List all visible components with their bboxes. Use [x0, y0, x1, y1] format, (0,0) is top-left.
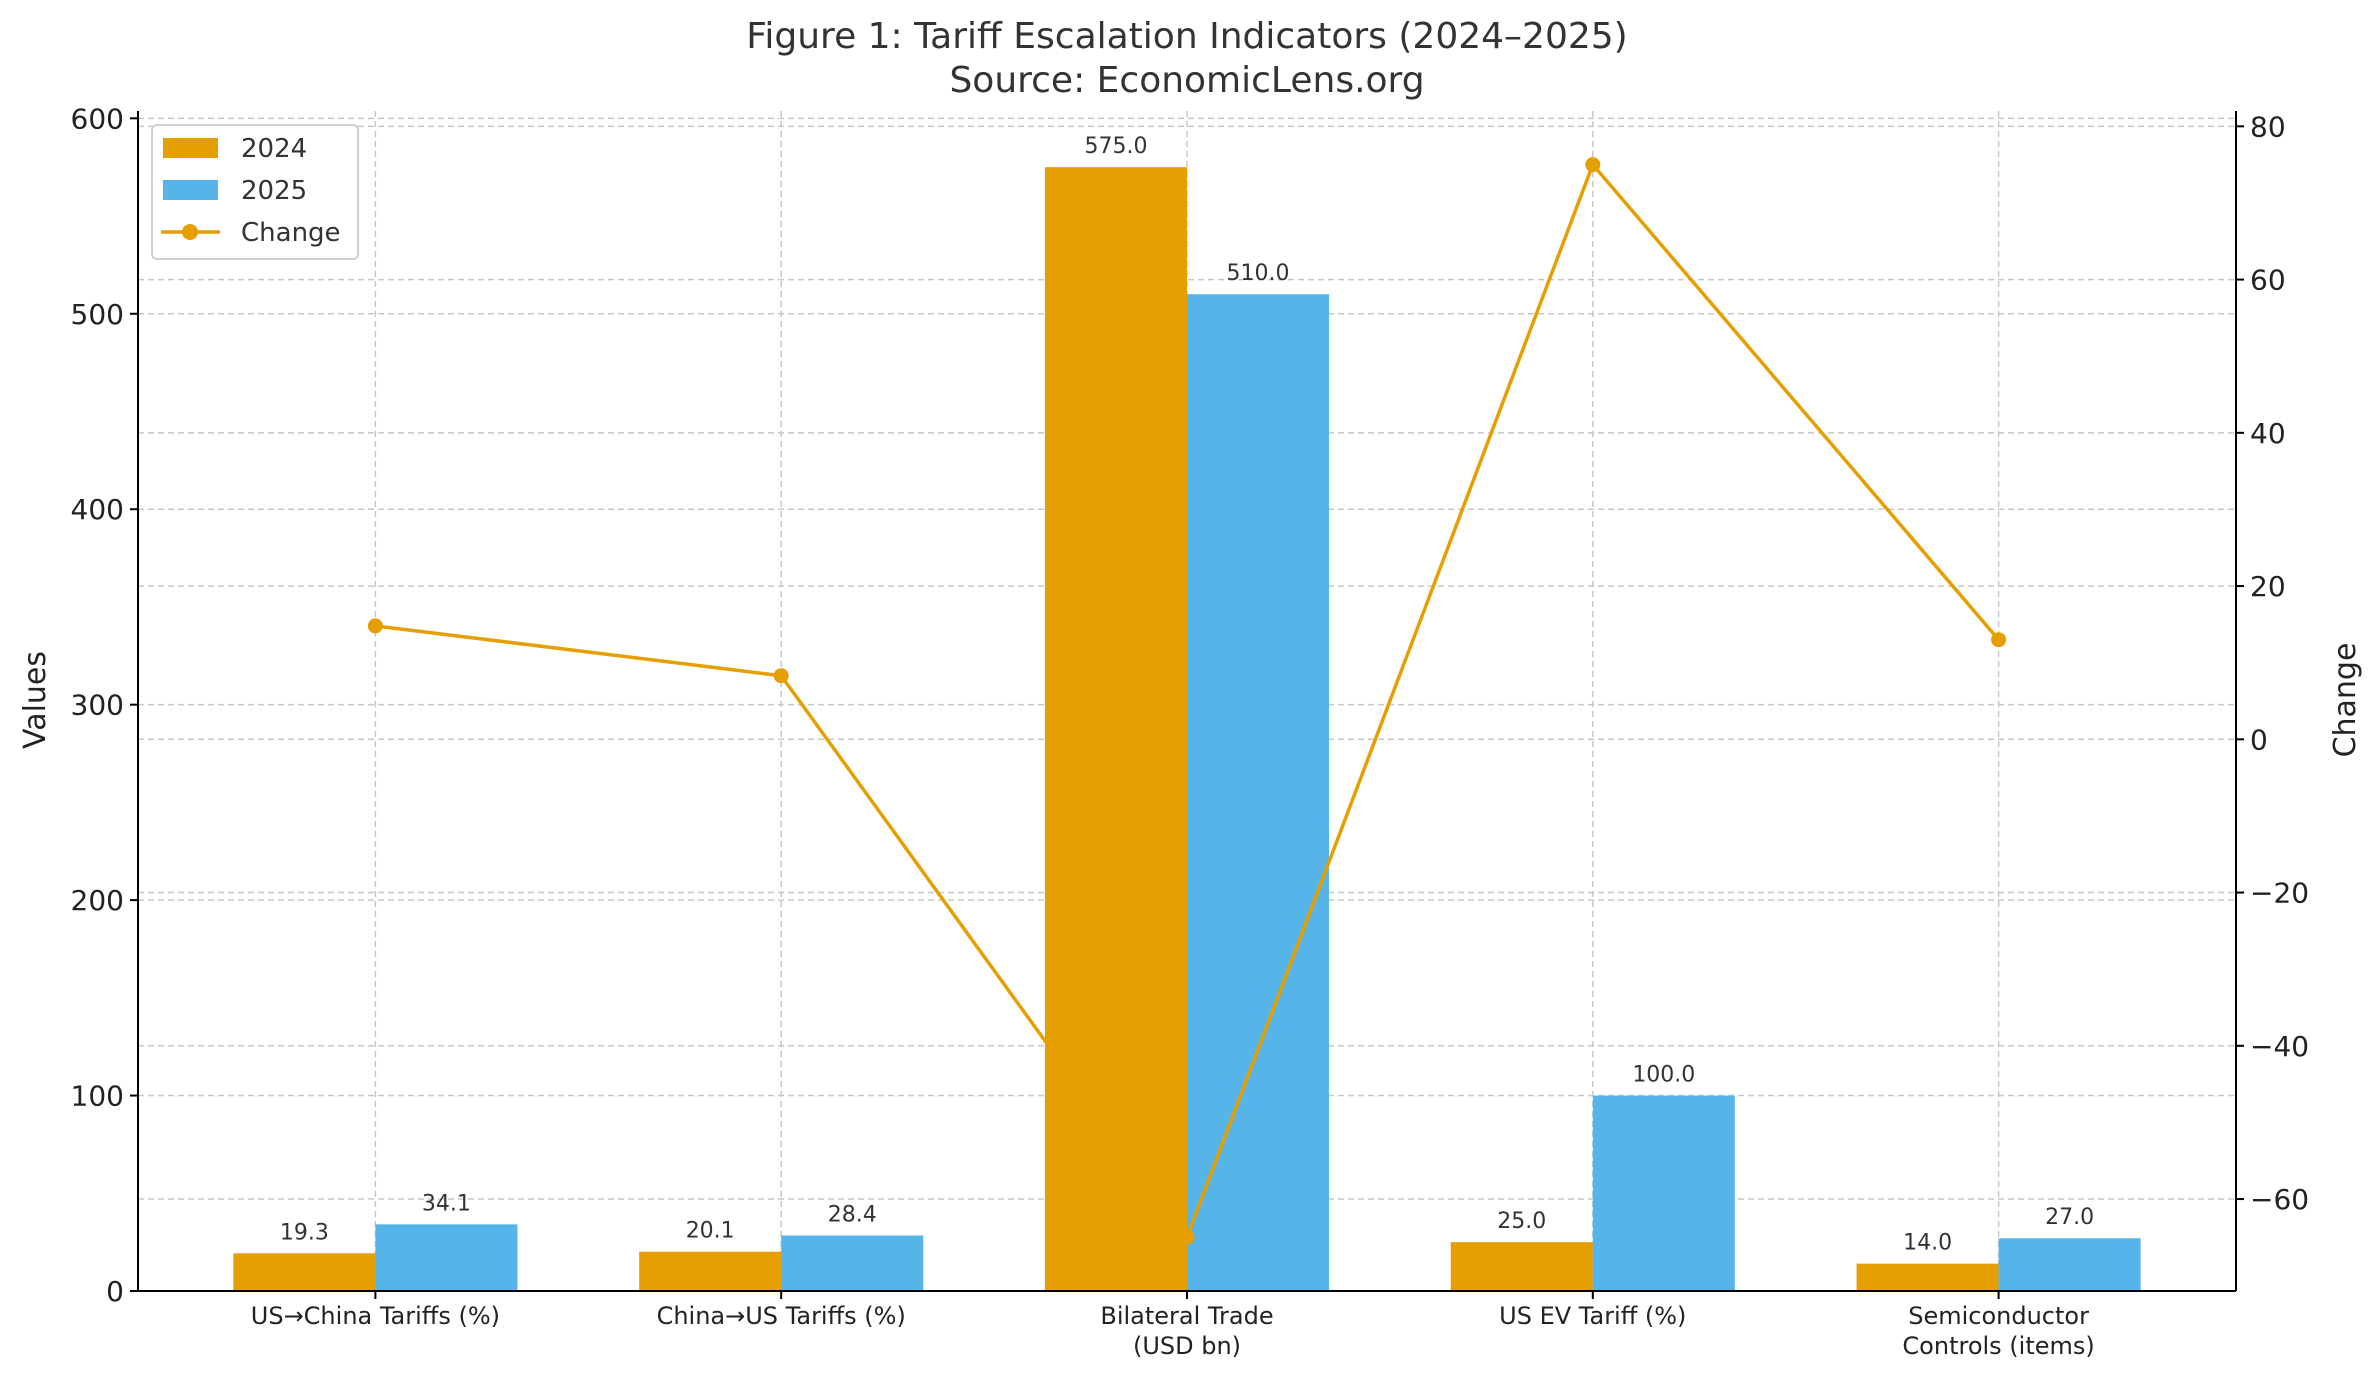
bar-2025: [1998, 1238, 2141, 1291]
bar-label: 19.3: [280, 1220, 329, 1245]
legend-label: 2025: [241, 176, 307, 206]
y-tick-label: 100: [71, 1080, 124, 1113]
bar-label: 100.0: [1632, 1063, 1695, 1088]
y-axis-label: Values: [18, 651, 53, 749]
chart-subtitle: Source: EconomicLens.org: [949, 60, 1424, 101]
legend-marker: [182, 224, 198, 240]
change-point: [1991, 632, 2007, 648]
x-tick-label: Bilateral Trade (USD bn): [1100, 1302, 1273, 1360]
bar-2025: [781, 1235, 924, 1291]
y2-axis-label: Change: [2328, 643, 2363, 758]
bar-label: 510.0: [1227, 261, 1290, 286]
bar-label: 34.1: [422, 1191, 471, 1216]
y-tick-label: 0: [106, 1275, 124, 1308]
bar-2024: [1856, 1263, 1999, 1291]
bar-label: 28.4: [828, 1202, 877, 1227]
x-tick-label: Semiconductor Controls (items): [1902, 1302, 2094, 1360]
y2-tick-label: −20: [2250, 877, 2309, 910]
bar-2024: [1450, 1242, 1593, 1291]
y2-tick-label: −60: [2250, 1183, 2309, 1216]
x-tick-label: China→US Tariffs (%): [657, 1302, 906, 1330]
y-tick-label: 300: [71, 689, 124, 722]
x-tick-label: US→China Tariffs (%): [251, 1302, 500, 1330]
bar-2025: [375, 1224, 518, 1291]
y2-tick-label: 20: [2250, 570, 2286, 603]
bar-label: 14.0: [1903, 1231, 1952, 1256]
bar-2024: [1044, 167, 1187, 1292]
y2-tick-label: 0: [2250, 723, 2268, 756]
bar-2025: [1187, 294, 1330, 1291]
legend-label: Change: [241, 218, 341, 248]
legend-box: [151, 124, 359, 260]
y2-tick-label: −40: [2250, 1030, 2309, 1063]
change-point: [1585, 157, 1601, 173]
y-tick-label: 200: [71, 884, 124, 917]
bar-2024: [639, 1251, 782, 1291]
y2-tick-label: 60: [2250, 264, 2286, 297]
y-tick-label: 500: [71, 298, 124, 331]
legend: 2024 2025 Change: [151, 124, 359, 260]
bar-label: 20.1: [686, 1219, 735, 1244]
x-tick-label: US EV Tariff (%): [1499, 1302, 1686, 1330]
bar-label: 27.0: [2045, 1205, 2094, 1230]
change-point: [367, 618, 383, 634]
y2-tick-label: 80: [2250, 110, 2286, 143]
legend-label: 2024: [241, 134, 307, 164]
chart-title: Figure 1: Tariff Escalation Indicators (…: [746, 16, 1627, 57]
y2-tick-label: 40: [2250, 417, 2286, 450]
bar-2024: [233, 1253, 376, 1291]
y-tick-label: 600: [71, 102, 124, 135]
legend-swatch: [163, 180, 218, 200]
legend-swatch: [163, 138, 218, 158]
bar-label: 25.0: [1497, 1209, 1546, 1234]
y-tick-label: 400: [71, 493, 124, 526]
bar-label: 575.0: [1084, 134, 1147, 159]
bar-2025: [1592, 1095, 1735, 1291]
change-point: [773, 668, 789, 684]
change-point: [1179, 1229, 1195, 1245]
